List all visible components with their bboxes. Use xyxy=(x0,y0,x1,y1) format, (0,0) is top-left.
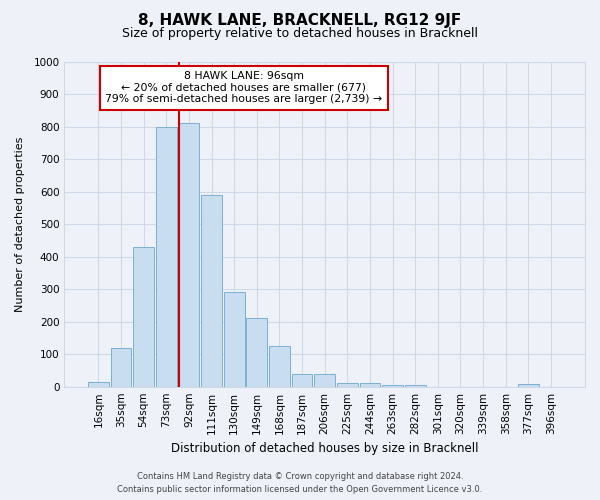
X-axis label: Distribution of detached houses by size in Bracknell: Distribution of detached houses by size … xyxy=(171,442,478,455)
Bar xyxy=(518,384,539,386)
Bar xyxy=(178,124,199,386)
Bar xyxy=(201,195,222,386)
Bar xyxy=(269,346,290,387)
Text: Contains HM Land Registry data © Crown copyright and database right 2024.
Contai: Contains HM Land Registry data © Crown c… xyxy=(118,472,482,494)
Bar xyxy=(88,382,109,386)
Text: 8 HAWK LANE: 96sqm
← 20% of detached houses are smaller (677)
79% of semi-detach: 8 HAWK LANE: 96sqm ← 20% of detached hou… xyxy=(106,72,383,104)
Text: 8, HAWK LANE, BRACKNELL, RG12 9JF: 8, HAWK LANE, BRACKNELL, RG12 9JF xyxy=(139,12,461,28)
Bar xyxy=(405,385,425,386)
Bar xyxy=(156,126,176,386)
Bar xyxy=(133,247,154,386)
Bar xyxy=(337,383,358,386)
Bar xyxy=(110,348,131,387)
Bar xyxy=(314,374,335,386)
Bar xyxy=(359,384,380,386)
Bar xyxy=(382,385,403,386)
Bar xyxy=(224,292,245,386)
Bar xyxy=(247,318,267,386)
Text: Size of property relative to detached houses in Bracknell: Size of property relative to detached ho… xyxy=(122,28,478,40)
Y-axis label: Number of detached properties: Number of detached properties xyxy=(15,136,25,312)
Bar xyxy=(292,374,313,386)
